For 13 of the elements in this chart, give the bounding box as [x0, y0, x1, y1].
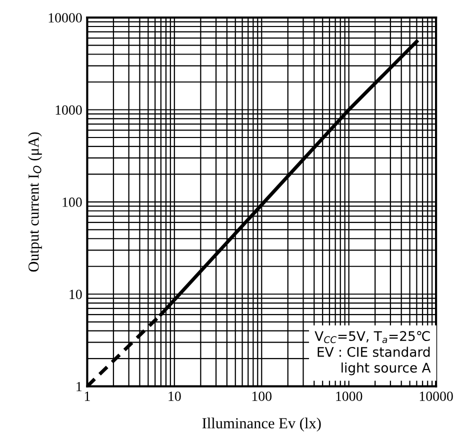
- x-tick-label: 10000: [420, 392, 453, 401]
- x-tick-label: 1: [84, 392, 90, 401]
- x-tick-label: 10: [168, 392, 181, 401]
- y-tick-label: 1000: [56, 105, 82, 115]
- annotation: V$_{CC}$=5V, T$_{a}$=25℃ EV : CIE standard light source A: [314, 331, 431, 376]
- y-tick-label: 10000: [48, 13, 82, 23]
- y-tick-label: 1: [76, 382, 82, 392]
- y-tick-label: 10: [70, 290, 82, 300]
- y-axis-title: Output current I$_{O}$ (μA): [28, 132, 42, 272]
- y-tick-label: 100: [62, 198, 82, 207]
- x-axis-title: Illuminance Ev (lx): [202, 418, 321, 432]
- x-tick-label: 100: [252, 392, 272, 401]
- x-tick-label: 1000: [336, 392, 362, 401]
